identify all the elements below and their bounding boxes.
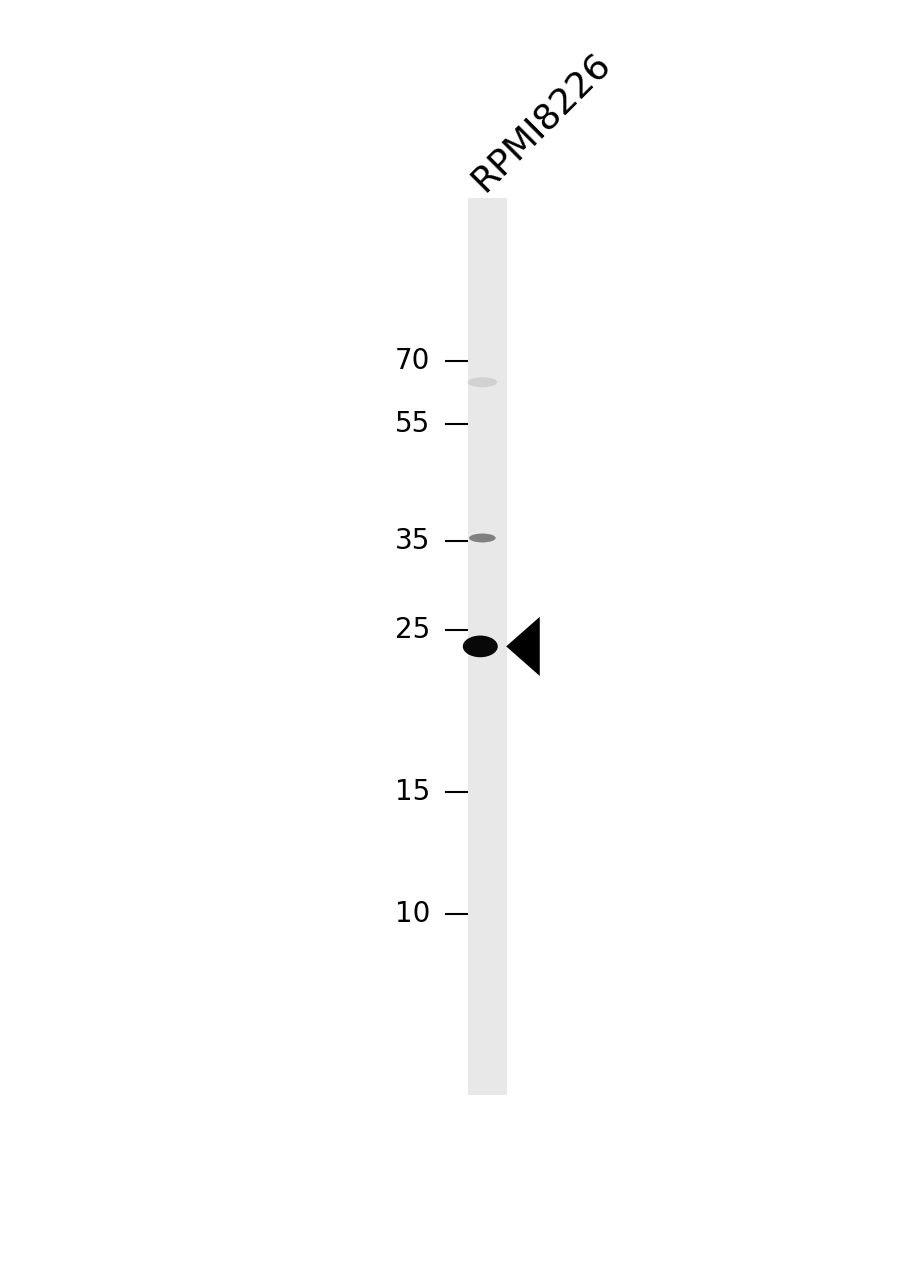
Text: 10: 10 [394,901,429,928]
Text: RPMI8226: RPMI8226 [465,46,616,198]
Bar [467,198,506,1094]
Ellipse shape [467,378,496,387]
Text: 25: 25 [394,616,429,644]
Text: 15: 15 [394,778,429,806]
Text: 55: 55 [394,410,429,438]
Text: 70: 70 [394,347,429,375]
Ellipse shape [463,636,497,657]
Polygon shape [506,617,539,676]
Ellipse shape [468,534,495,543]
Text: 35: 35 [394,527,429,556]
